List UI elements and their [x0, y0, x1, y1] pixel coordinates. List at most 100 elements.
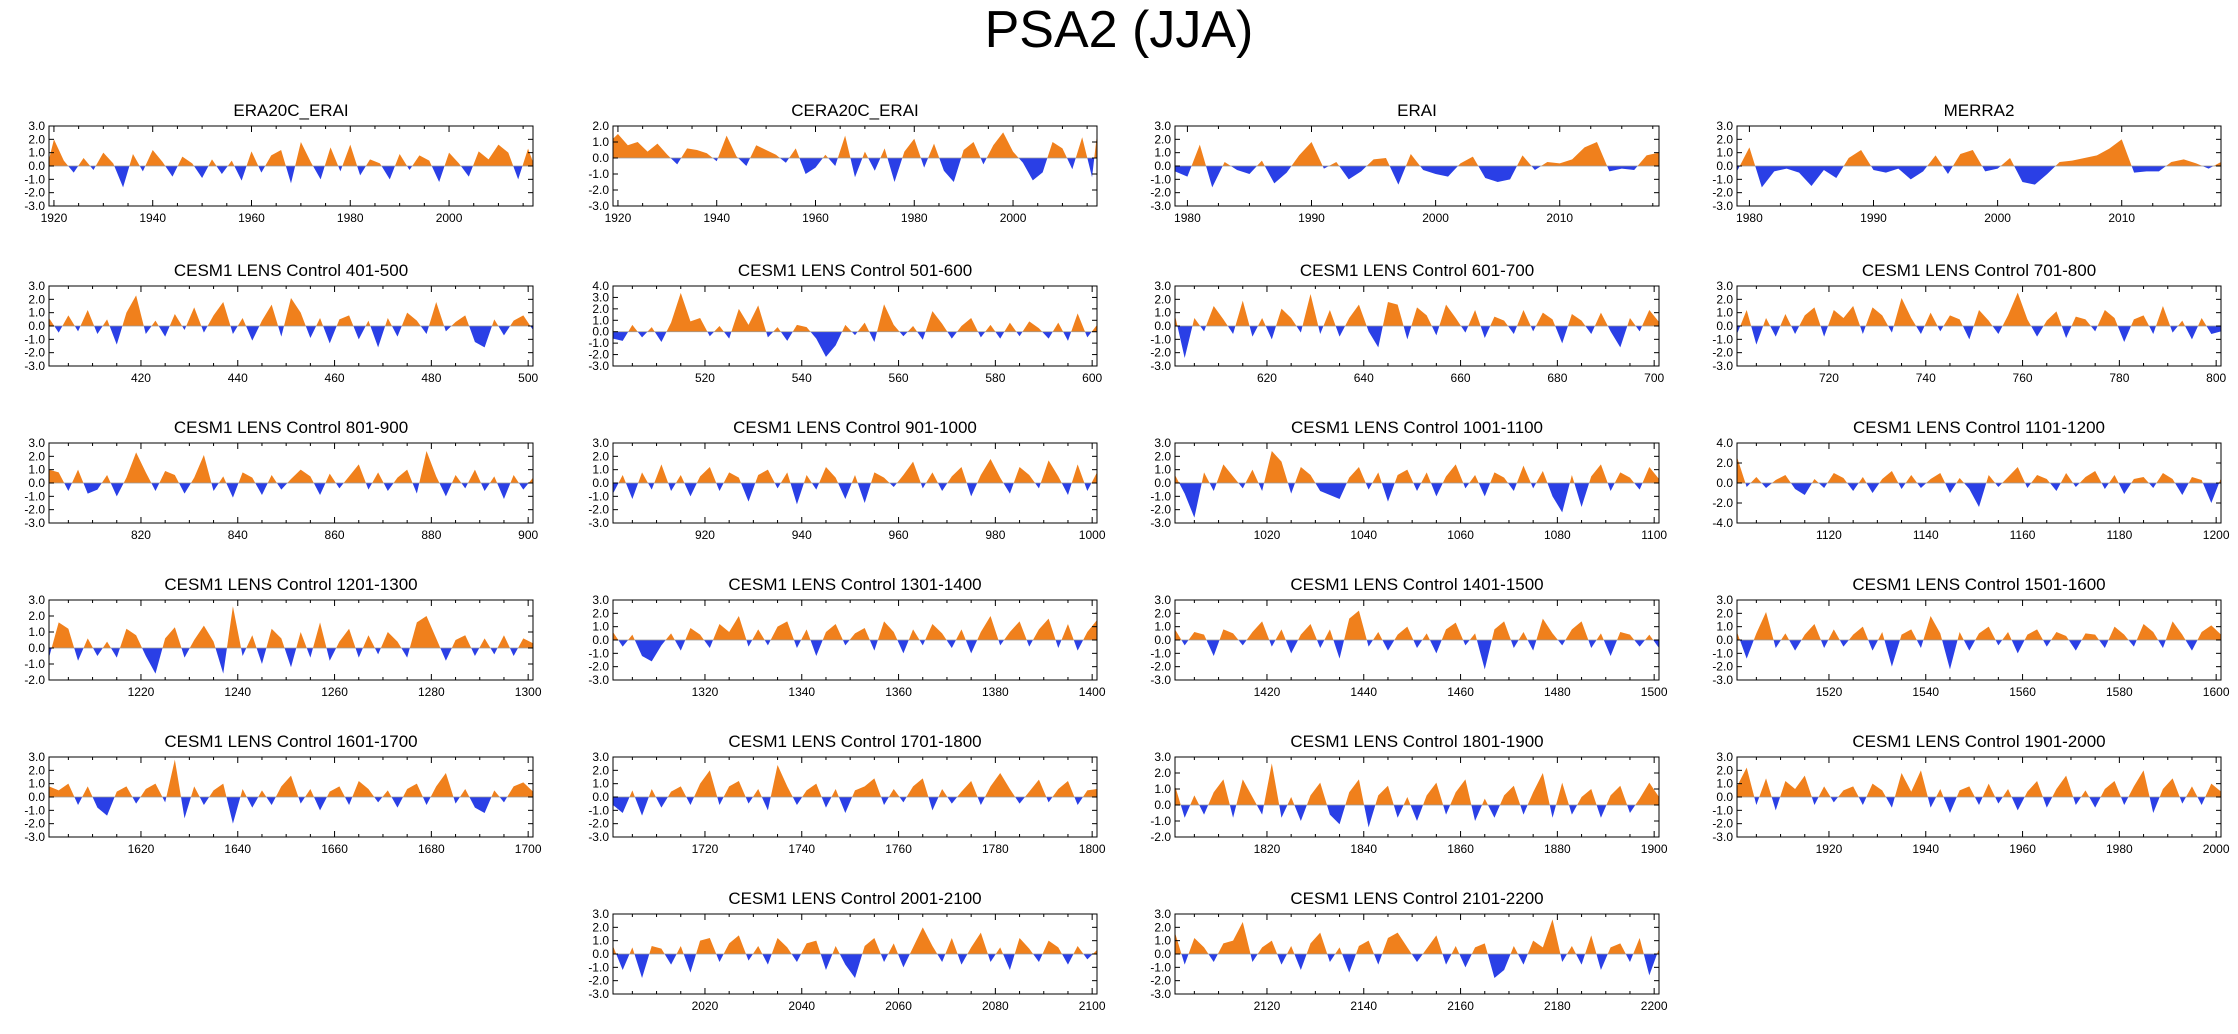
positive-area: [613, 927, 1097, 954]
x-tick-label: 1380: [982, 685, 1009, 699]
y-tick-label: 0.0: [1716, 319, 1733, 333]
y-tick-label: 0.0: [592, 633, 609, 647]
y-tick-label: -3.0: [588, 359, 609, 373]
chart-panel: CESM1 LENS Control 1801-1900 3.0 2.0 1.0 0.0…: [1150, 732, 1668, 856]
x-tick-label: 1960: [2009, 842, 2036, 856]
y-tick-label: -3.0: [1712, 673, 1733, 687]
x-tick-label: 1200: [2203, 528, 2230, 542]
positive-area: [613, 132, 1097, 158]
x-tick-label: 2100: [1079, 999, 1106, 1013]
x-tick-label: 700: [1644, 371, 1664, 385]
y-tick-label: -1.0: [24, 489, 45, 503]
y-tick-label: -1.0: [588, 336, 609, 350]
panel-title: CESM1 LENS Control 1201-1300: [164, 575, 417, 594]
y-tick-label: 1.0: [592, 934, 609, 948]
y-tick-label: -2.0: [1712, 186, 1733, 200]
panel-title: CESM1 LENS Control 901-1000: [733, 418, 977, 437]
x-tick-label: 1240: [224, 685, 251, 699]
panel-title: CERA20C_ERAI: [791, 101, 919, 120]
panel-title: CESM1 LENS Control 1301-1400: [728, 575, 981, 594]
y-tick-label: -2.0: [588, 348, 609, 362]
y-tick-label: 3.0: [1154, 750, 1171, 764]
x-tick-label: 900: [518, 528, 538, 542]
x-tick-label: 2000: [1984, 211, 2011, 225]
y-tick-label: 0.0: [28, 790, 45, 804]
y-tick-label: -2.0: [588, 817, 609, 831]
x-tick-label: 1860: [1447, 842, 1474, 856]
panel-title: CESM1 LENS Control 1801-1900: [1290, 732, 1543, 751]
y-tick-label: 1.0: [28, 463, 45, 477]
x-tick-label: 2200: [1641, 999, 1668, 1013]
x-tick-label: 2120: [1254, 999, 1281, 1013]
x-tick-label: 1300: [515, 685, 542, 699]
chart-panel: CESM1 LENS Control 1101-1200 4.0 2.0 0.0 -2.…: [1712, 418, 2230, 542]
y-tick-label: -1.0: [24, 657, 45, 671]
panel-title: CESM1 LENS Control 701-800: [1862, 261, 2096, 280]
chart-panel: CESM1 LENS Control 1601-1700 3.02.01.00.0…: [24, 732, 542, 856]
y-tick-label: 2.0: [1154, 606, 1171, 620]
y-tick-label: 2.0: [1716, 132, 1733, 146]
y-tick-label: -1.0: [24, 803, 45, 817]
plot-frame: [1174, 756, 1660, 838]
chart-panel: CESM1 LENS Control 1001-1100 3.02.01.00.0…: [1150, 418, 1667, 542]
x-tick-label: 620: [1257, 371, 1277, 385]
y-tick-label: 0.0: [1716, 159, 1733, 173]
negative-area: [49, 483, 533, 499]
y-tick-label: 1.0: [592, 463, 609, 477]
positive-area: [1175, 451, 1659, 483]
chart-panel: CESM1 LENS Control 1701-1800 3.02.01.00.0…: [588, 732, 1106, 856]
y-tick-label: 3.0: [1154, 593, 1171, 607]
x-tick-label: 1640: [224, 842, 251, 856]
x-tick-label: 1420: [1254, 685, 1281, 699]
x-tick-label: 800: [2206, 371, 2226, 385]
x-tick-label: 660: [1451, 371, 1471, 385]
negative-area: [1175, 954, 1659, 978]
x-tick-label: 1780: [982, 842, 1009, 856]
y-tick-label: 0.0: [1716, 476, 1733, 490]
y-tick-label: -2.0: [588, 660, 609, 674]
negative-area: [1737, 640, 2221, 670]
y-tick-label: 0.0: [1154, 319, 1171, 333]
x-tick-label: 1660: [321, 842, 348, 856]
x-tick-label: 2000: [2203, 842, 2230, 856]
y-tick-label: -1.0: [24, 172, 45, 186]
negative-area: [1175, 483, 1659, 518]
y-tick-label: -3.0: [1150, 987, 1171, 1001]
y-tick-label: -3.0: [1150, 673, 1171, 687]
y-tick-label: 2.0: [1154, 449, 1171, 463]
y-tick-label: 2.0: [28, 449, 45, 463]
y-tick-label: -1.0: [588, 803, 609, 817]
y-tick-label: -1.0: [1712, 646, 1733, 660]
chart-panel: CESM1 LENS Control 401-500 3.02.01.00.0-1…: [24, 261, 538, 385]
y-tick-label: 3.0: [28, 279, 45, 293]
positive-area: [49, 759, 533, 797]
y-tick-label: 3.0: [28, 119, 45, 133]
y-tick-label: -1.0: [588, 167, 609, 181]
y-tick-label: -1.0: [588, 960, 609, 974]
x-tick-label: 1940: [703, 211, 730, 225]
y-tick-label: 0.0: [592, 947, 609, 961]
y-tick-label: 3.0: [1716, 593, 1733, 607]
x-tick-label: 1990: [1860, 211, 1887, 225]
x-tick-label: 1040: [1350, 528, 1377, 542]
negative-area: [613, 331, 1092, 357]
x-tick-label: 1980: [901, 211, 928, 225]
chart-panel: CESM1 LENS Control 801-900 3.02.01.00.0-1…: [24, 418, 538, 542]
x-tick-label: 820: [131, 528, 151, 542]
positive-area: [1737, 457, 2221, 483]
y-tick-label: -1.0: [1150, 332, 1171, 346]
y-tick-label: -2.0: [1150, 186, 1171, 200]
x-tick-label: 1180: [2106, 528, 2132, 542]
positive-area: [613, 459, 1097, 483]
y-tick-label: 0.0: [592, 790, 609, 804]
y-tick-label: -2.0: [1150, 974, 1171, 988]
chart-panel: CESM1 LENS Control 501-600 4.03.02.01.00.…: [588, 261, 1102, 385]
x-tick-label: 540: [792, 371, 812, 385]
y-tick-label: 1.0: [592, 313, 609, 327]
x-tick-label: 1060: [1447, 528, 1474, 542]
panel-title: CESM1 LENS Control 1501-1600: [1852, 575, 2105, 594]
y-tick-label: 2.0: [28, 763, 45, 777]
y-tick-label: 2.0: [1716, 456, 1733, 470]
